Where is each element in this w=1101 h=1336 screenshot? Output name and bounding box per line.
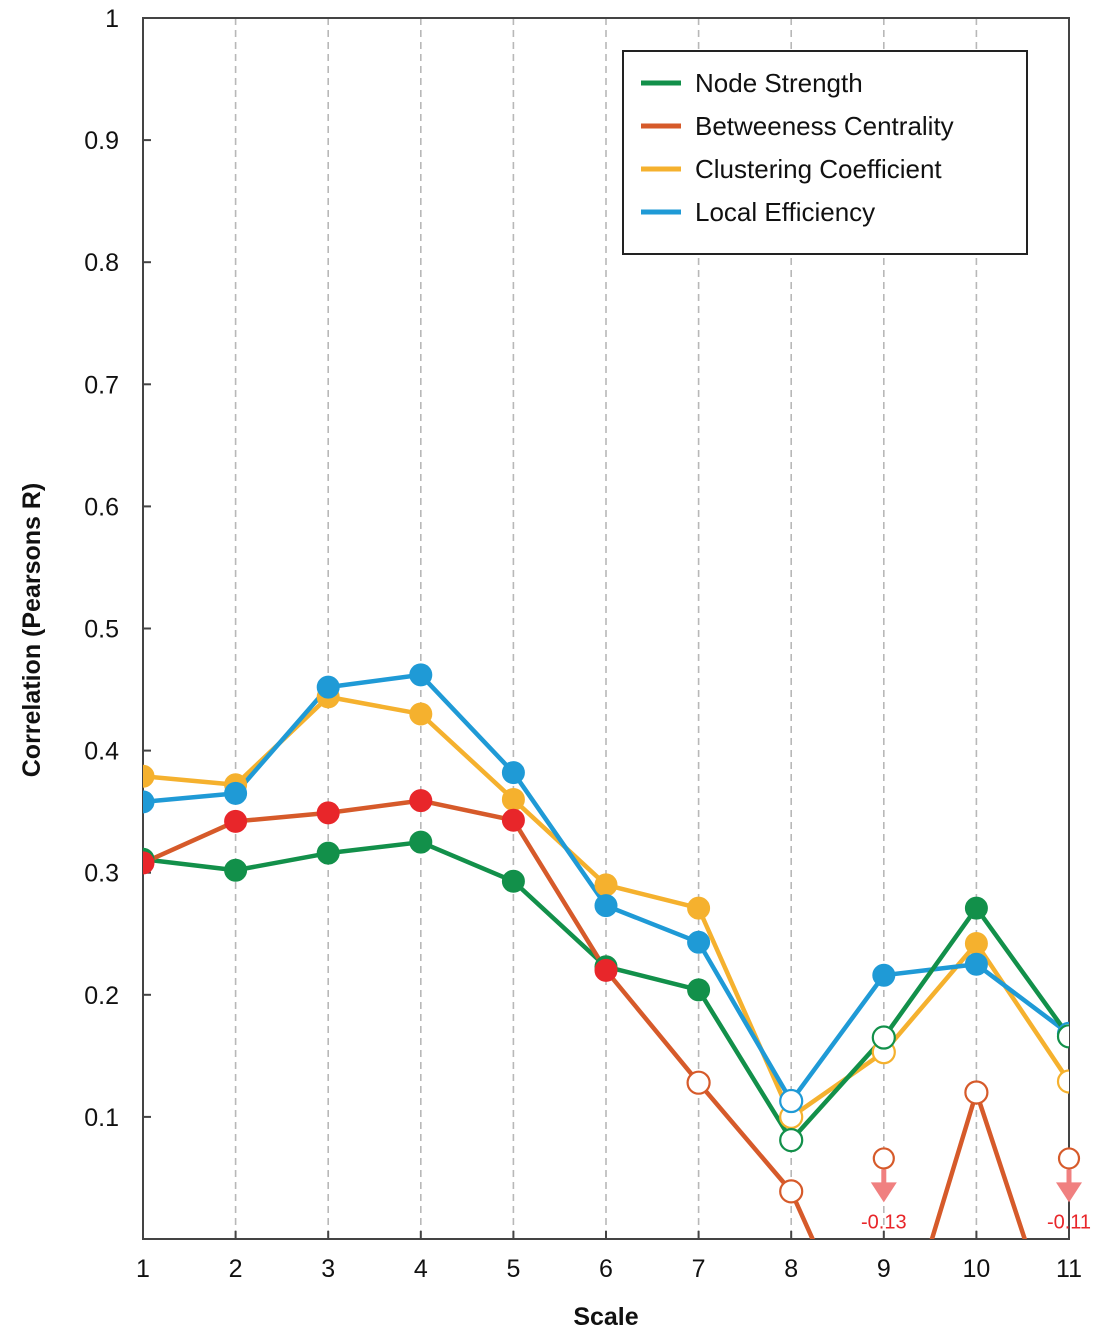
offscale-arrow-head-9 [870,1182,897,1203]
point-betweeness-centrality-6 [594,958,618,982]
point-node-strength-8 [779,1127,804,1153]
legend-label-local-efficiency: Local Efficiency [695,197,875,227]
point-clustering-coefficient-6 [594,873,618,897]
y-tick-label: 0.7 [84,371,119,399]
x-tick-label: 9 [877,1255,891,1283]
point-betweeness-centrality-1 [143,851,155,875]
point-clustering-coefficient-4 [409,702,433,726]
point-node-strength-10 [964,896,988,920]
legend-box [622,50,1028,255]
offscale-marker-11 [1057,1147,1081,1170]
point-local-efficiency-9 [872,963,896,987]
point-local-efficiency-6 [594,894,618,918]
point-local-efficiency-5 [501,761,525,785]
x-tick-label: 1 [136,1255,150,1283]
point-node-strength-3 [316,841,340,865]
axis-ticks: 1 2 3 4 5 6 7 8 9 10 11 0.1 0.2 0.3 0.4 0.5 0.6 0.7 0.8 0.9… [84,5,1082,1283]
legend-label-betweeness-centrality: Betweeness Centrality [695,111,954,141]
x-tick-label: 8 [784,1255,798,1283]
point-local-efficiency-1 [143,790,155,814]
point-clustering-coefficient-11 [1056,1069,1069,1094]
point-betweeness-centrality-5 [501,808,525,832]
point-node-strength-7 [687,978,711,1002]
y-axis-title: Correlation (Pearsons R) [18,483,46,778]
x-tick-label: 11 [1056,1255,1082,1283]
x-tick-label: 6 [599,1255,613,1283]
x-tick-label: 2 [229,1255,243,1283]
offscale-label-9: -0.13 [861,1211,907,1233]
offscale-marker-9 [872,1147,895,1170]
x-tick-label: 4 [414,1255,428,1283]
x-tick-label: 10 [962,1255,990,1283]
point-betweeness-centrality-2 [224,809,248,833]
point-clustering-coefficient-1 [143,764,155,788]
point-local-efficiency-10 [964,952,988,976]
point-betweeness-centrality-8 [779,1179,804,1204]
series-layer [143,663,1069,1239]
y-tick-label: 0.8 [84,249,119,277]
point-node-strength-4 [409,830,433,854]
point-clustering-coefficient-5 [501,787,525,811]
point-clustering-coefficient-7 [687,896,711,920]
y-tick-label: 0.5 [84,616,119,644]
point-betweeness-centrality-10 [964,1080,989,1105]
y-tick-label: 0.6 [84,493,119,521]
point-local-efficiency-7 [687,930,711,954]
legend-label-node-strength: Node Strength [695,68,863,98]
x-tick-label: 5 [506,1255,520,1283]
point-node-strength-9 [871,1025,896,1050]
legend: Node Strength Betweeness Centrality Cluste… [622,50,1028,255]
y-tick-label: 0.3 [84,860,119,888]
point-node-strength-11 [1056,1024,1069,1049]
point-clustering-coefficient-10 [964,932,988,956]
point-local-efficiency-4 [409,663,433,687]
offscale-arrow-head-11 [1056,1182,1082,1203]
offscale-label-11: -0.11 [1047,1211,1091,1233]
point-betweeness-centrality-4 [409,789,433,813]
y-tick-label: 0.4 [84,738,119,766]
annotations: -0.13 -0.11 [861,1147,1091,1233]
point-local-efficiency-2 [224,781,248,805]
point-betweeness-centrality-3 [316,801,340,825]
x-tick-label: 7 [692,1255,706,1283]
x-axis-title: Scale [573,1303,638,1331]
point-local-efficiency-3 [316,675,340,699]
y-tick-label: 0.1 [84,1104,119,1132]
legend-label-clustering-coefficient: Clustering Coefficient [695,154,942,184]
point-local-efficiency-8 [779,1088,804,1114]
y-tick-label: 1 [105,5,119,33]
point-node-strength-2 [224,858,248,882]
point-node-strength-5 [501,869,525,893]
y-tick-label: 0.9 [84,127,119,155]
point-betweeness-centrality-7 [686,1070,711,1095]
x-tick-label: 3 [321,1255,335,1283]
y-tick-label: 0.2 [84,982,119,1010]
